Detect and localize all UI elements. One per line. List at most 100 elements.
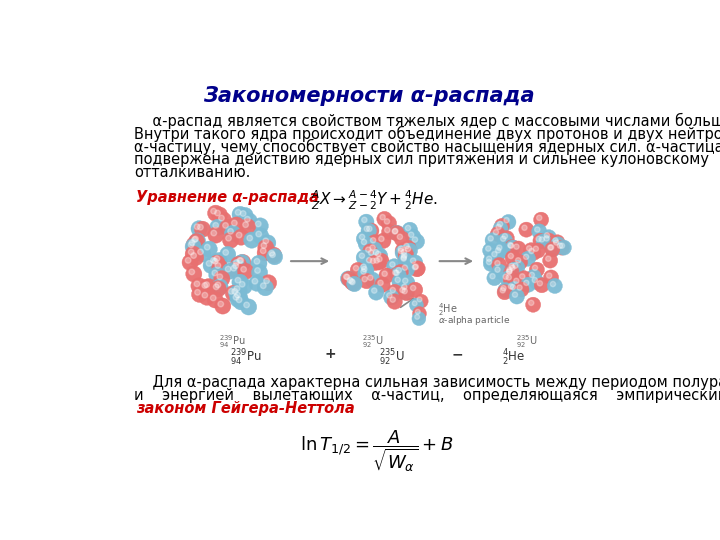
Circle shape (550, 235, 565, 250)
Circle shape (251, 265, 268, 281)
Circle shape (401, 256, 406, 261)
Circle shape (395, 277, 400, 282)
Circle shape (197, 225, 203, 230)
Circle shape (211, 258, 216, 263)
Circle shape (533, 233, 548, 248)
Circle shape (215, 212, 232, 228)
Circle shape (240, 219, 256, 235)
Circle shape (350, 262, 366, 278)
Circle shape (547, 279, 562, 293)
Circle shape (495, 260, 500, 266)
Circle shape (523, 280, 529, 286)
Circle shape (503, 233, 508, 239)
Circle shape (549, 245, 554, 250)
Text: $\alpha$-alpha particle: $\alpha$-alpha particle (438, 314, 510, 327)
Circle shape (497, 245, 502, 250)
Circle shape (215, 210, 220, 216)
Circle shape (384, 227, 390, 233)
Circle shape (398, 253, 413, 268)
Circle shape (256, 231, 261, 237)
Circle shape (384, 289, 399, 305)
Circle shape (399, 262, 415, 277)
Text: $^{239}_{94}$Pu: $^{239}_{94}$Pu (220, 333, 246, 349)
Circle shape (532, 278, 537, 282)
Circle shape (536, 234, 552, 249)
Circle shape (240, 267, 246, 272)
Circle shape (408, 255, 423, 270)
Circle shape (370, 238, 376, 243)
Circle shape (200, 279, 217, 295)
Circle shape (500, 236, 505, 241)
Circle shape (359, 273, 374, 289)
Circle shape (507, 281, 522, 296)
Circle shape (551, 237, 566, 252)
Circle shape (529, 262, 544, 277)
Circle shape (482, 243, 498, 258)
Circle shape (408, 232, 414, 238)
Circle shape (228, 228, 233, 234)
Circle shape (344, 274, 359, 290)
Circle shape (209, 255, 225, 271)
Circle shape (387, 259, 402, 274)
Circle shape (206, 261, 212, 266)
Circle shape (489, 248, 504, 264)
Circle shape (505, 240, 520, 255)
Circle shape (220, 246, 236, 262)
Circle shape (536, 236, 541, 241)
Circle shape (530, 243, 545, 258)
Circle shape (240, 211, 246, 217)
Circle shape (236, 297, 242, 302)
Text: $^{235}_{92}$U: $^{235}_{92}$U (362, 333, 384, 349)
Circle shape (507, 269, 512, 274)
Circle shape (405, 246, 410, 252)
Circle shape (409, 261, 425, 277)
Circle shape (233, 294, 239, 300)
Circle shape (255, 268, 261, 273)
Circle shape (252, 279, 258, 284)
Circle shape (526, 246, 532, 251)
Circle shape (531, 224, 546, 239)
Circle shape (228, 262, 244, 278)
Circle shape (361, 269, 366, 274)
Circle shape (347, 278, 353, 283)
Circle shape (395, 245, 410, 260)
Circle shape (207, 227, 224, 243)
Circle shape (509, 289, 524, 304)
Circle shape (194, 289, 200, 295)
Circle shape (508, 253, 513, 259)
Circle shape (500, 288, 505, 293)
Circle shape (233, 263, 238, 268)
Circle shape (192, 237, 197, 242)
Circle shape (261, 275, 276, 291)
Circle shape (356, 231, 372, 247)
Circle shape (487, 256, 492, 261)
Circle shape (389, 226, 405, 241)
Circle shape (390, 225, 405, 241)
Circle shape (506, 275, 511, 280)
Circle shape (519, 222, 534, 237)
Circle shape (546, 273, 552, 278)
Circle shape (236, 232, 242, 238)
Circle shape (211, 253, 227, 269)
Circle shape (212, 207, 228, 223)
Circle shape (398, 252, 413, 267)
Circle shape (203, 258, 219, 274)
Circle shape (369, 250, 374, 255)
Circle shape (393, 265, 408, 280)
Text: α-распад является свойством тяжелых ядер с массовыми числами больше 200.: α-распад является свойством тяжелых ядер… (134, 112, 720, 129)
Circle shape (392, 274, 408, 289)
Circle shape (408, 282, 423, 298)
Circle shape (374, 277, 390, 293)
Text: $\mathbf{-}$: $\mathbf{-}$ (451, 347, 464, 361)
Circle shape (231, 282, 247, 299)
Circle shape (235, 278, 240, 283)
Circle shape (231, 289, 248, 305)
Circle shape (222, 263, 238, 279)
Circle shape (384, 219, 390, 224)
Circle shape (485, 246, 491, 251)
Circle shape (202, 292, 207, 298)
Circle shape (362, 276, 367, 282)
Circle shape (506, 269, 512, 274)
Circle shape (532, 265, 538, 271)
Circle shape (493, 221, 508, 237)
